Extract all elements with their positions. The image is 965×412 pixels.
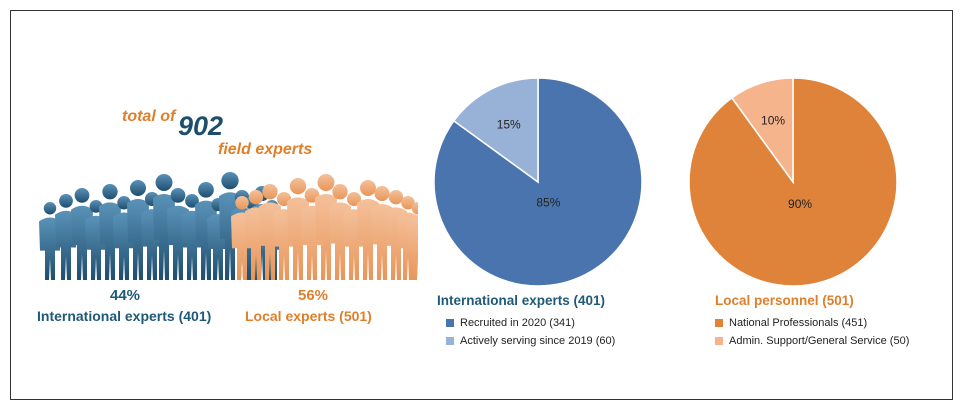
legend-swatch bbox=[446, 337, 454, 345]
legend-label: Actively serving since 2019 (60) bbox=[460, 335, 616, 347]
crowd-illustration bbox=[39, 172, 418, 280]
legend-swatch bbox=[715, 337, 723, 345]
legend-swatch bbox=[446, 319, 454, 327]
person-silhouette bbox=[39, 202, 61, 280]
total-prefix: total of bbox=[122, 108, 176, 125]
pie-title-local: Local personnel (501) bbox=[715, 293, 854, 308]
legend-international: Recruited in 2020 (341) Actively serving… bbox=[446, 314, 615, 350]
pie-slice bbox=[730, 77, 794, 185]
pie-slice-label: 85% bbox=[536, 195, 560, 209]
person-silhouette bbox=[55, 194, 77, 280]
legend-local: National Professionals (451) Admin. Supp… bbox=[715, 314, 909, 350]
legend-swatch bbox=[715, 319, 723, 327]
legend-item: Admin. Support/General Service (50) bbox=[715, 332, 909, 350]
local-group-label: Local experts (501) bbox=[245, 308, 372, 324]
legend-item: Actively serving since 2019 (60) bbox=[446, 332, 615, 350]
pie-slice-label: 90% bbox=[788, 197, 812, 211]
legend-label: Admin. Support/General Service (50) bbox=[729, 335, 910, 347]
legend-label: National Professionals (451) bbox=[729, 317, 868, 329]
legend-label: Recruited in 2020 (341) bbox=[460, 317, 575, 329]
pie-slice-label: 10% bbox=[761, 114, 785, 128]
legend-item: Recruited in 2020 (341) bbox=[446, 314, 615, 332]
international-share: 44% bbox=[110, 287, 141, 304]
total-number: 902 bbox=[178, 111, 224, 141]
total-suffix: field experts bbox=[218, 141, 313, 158]
international-group-label: International experts (401) bbox=[37, 308, 212, 324]
person-silhouette bbox=[407, 202, 418, 280]
pie-chart-local: 90% 10% bbox=[688, 77, 898, 287]
pie-slice-label: 15% bbox=[497, 118, 521, 132]
legend-item: National Professionals (451) bbox=[715, 314, 909, 332]
pie-title-international: International experts (401) bbox=[437, 293, 606, 308]
pie-slice bbox=[452, 77, 539, 184]
pie-chart-international: 85% 15% bbox=[433, 77, 643, 287]
local-share: 56% bbox=[298, 287, 329, 304]
